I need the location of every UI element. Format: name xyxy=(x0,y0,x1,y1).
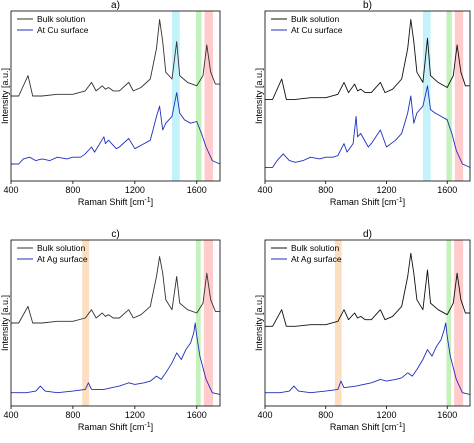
highlight-band xyxy=(203,240,214,406)
x-tick-label: 400 xyxy=(3,410,18,420)
x-tick-label: 400 xyxy=(257,410,272,420)
x-tick-label: 1600 xyxy=(187,185,207,195)
highlight-band xyxy=(334,240,342,406)
y-axis-label: Intensity [a.u.] xyxy=(0,295,10,351)
bulk-solution-line xyxy=(11,256,220,324)
x-tick-label: 1200 xyxy=(125,185,145,195)
legend-label: At Ag surface xyxy=(291,254,342,264)
x-tick-label: 800 xyxy=(318,185,333,195)
x-tick-label: 800 xyxy=(65,185,80,195)
legend-label: Bulk solution xyxy=(291,14,339,24)
panel-title: b) xyxy=(363,0,372,11)
highlight-band xyxy=(422,11,431,181)
surface-line xyxy=(265,322,471,395)
legend-label: At Ag surface xyxy=(37,254,88,264)
surface-line xyxy=(265,85,471,168)
x-tick-label: 1200 xyxy=(125,410,145,420)
legend-label: At Cu surface xyxy=(291,25,343,35)
x-tick-label: 1600 xyxy=(437,410,457,420)
plot-frame xyxy=(264,239,471,407)
highlight-band xyxy=(454,11,464,181)
x-tick-label: 400 xyxy=(3,185,18,195)
bulk-solution-line xyxy=(265,252,470,327)
x-tick-label: 800 xyxy=(65,410,80,420)
x-axis-label: Raman Shift [cm-1] xyxy=(78,422,153,432)
surface-line xyxy=(11,92,221,165)
highlight-band xyxy=(82,240,90,406)
x-tick-label: 1600 xyxy=(187,410,207,420)
x-axis-label: Raman Shift [cm-1] xyxy=(330,197,405,207)
highlight-band xyxy=(196,11,202,181)
legend-label: Bulk solution xyxy=(291,243,339,253)
highlight-band xyxy=(446,240,452,406)
x-tick-label: 1200 xyxy=(376,410,396,420)
bulk-solution-line xyxy=(265,19,470,100)
bulk-solution-line xyxy=(11,19,220,97)
x-tick-label: 400 xyxy=(257,185,272,195)
highlight-band xyxy=(204,11,214,181)
highlight-band xyxy=(196,240,201,406)
legend-label: Bulk solution xyxy=(37,243,85,253)
legend-label: At Cu surface xyxy=(37,25,89,35)
plot-frame xyxy=(10,10,221,182)
legend-label: Bulk solution xyxy=(37,14,85,24)
highlight-band xyxy=(446,11,452,181)
y-axis-label: Intensity [a.u.] xyxy=(0,68,10,124)
x-axis-label: Raman Shift [cm-1] xyxy=(78,197,153,207)
x-tick-label: 1600 xyxy=(437,185,457,195)
panel-title: a) xyxy=(111,0,120,11)
plot-frame xyxy=(10,239,221,407)
panel-title: d) xyxy=(363,229,372,240)
plot-frame xyxy=(264,10,471,182)
y-axis-label: Intensity [a.u.] xyxy=(254,295,264,351)
highlight-band xyxy=(454,240,464,406)
x-axis-label: Raman Shift [cm-1] xyxy=(330,422,405,432)
surface-line xyxy=(11,322,221,395)
x-tick-label: 1200 xyxy=(376,185,396,195)
y-axis-label: Intensity [a.u.] xyxy=(254,68,264,124)
panel-title: c) xyxy=(111,229,119,240)
x-tick-label: 800 xyxy=(318,410,333,420)
